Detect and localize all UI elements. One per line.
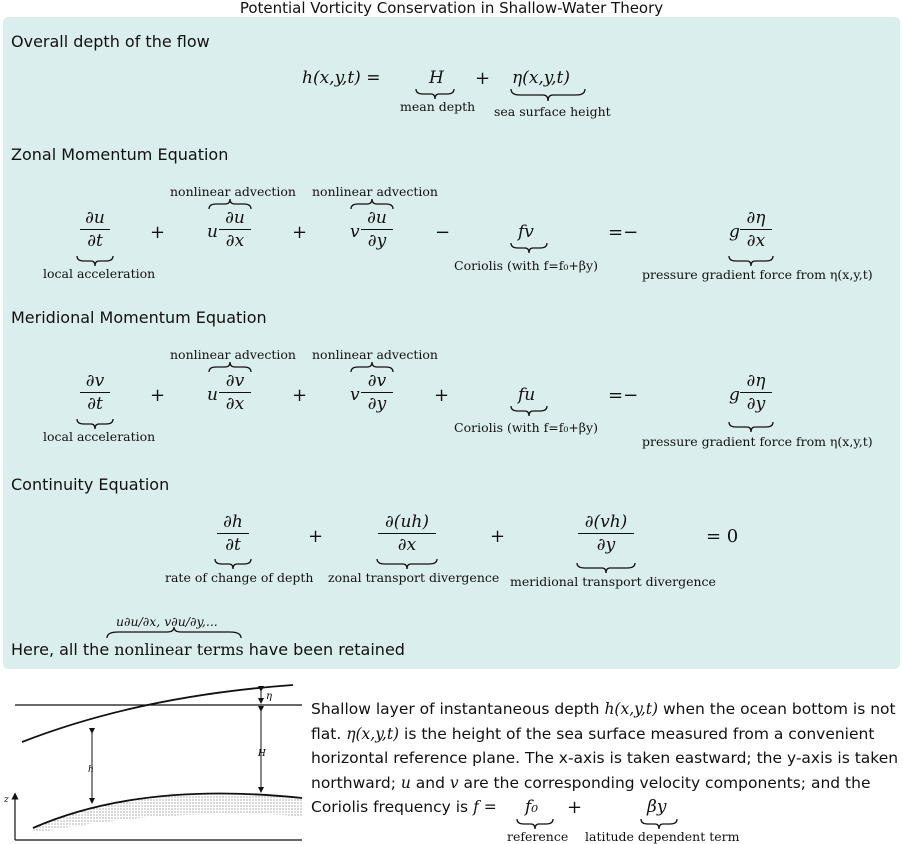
meridional-advection-y-coef: v: [350, 385, 360, 405]
depth-heading: Overall depth of the flow: [11, 32, 210, 51]
meridional-advection-x-label: nonlinear advection: [170, 347, 296, 362]
overbrace-icon: [106, 626, 242, 639]
ocean-bottom-sediment: [33, 793, 302, 833]
zonal-advection-x-label: nonlinear advection: [170, 184, 296, 199]
page-title: Potential Vorticity Conservation in Shal…: [239, 0, 664, 17]
meridional-pressure-coef: g: [729, 385, 740, 405]
underbrace-icon: [76, 255, 114, 267]
continuity-op1: +: [308, 526, 324, 547]
meridional-equals: =−: [608, 385, 639, 406]
underbrace-icon: [576, 562, 636, 574]
meridional-coriolis: fu: [518, 385, 536, 405]
meridional-heading: Meridional Momentum Equation: [11, 308, 267, 327]
meridional-pressure-gradient: ∂η ∂y: [740, 371, 772, 414]
continuity-meridional-transport-label: meridional transport divergence: [510, 574, 716, 589]
meridional-local-acceleration-label: local acceleration: [43, 429, 156, 444]
depth-term-H: H: [429, 68, 444, 88]
underbrace-icon: [728, 421, 774, 433]
ocean-bottom: [32, 792, 303, 829]
underbrace-icon: [415, 88, 455, 100]
depth-term-eta-label: sea surface height: [494, 104, 611, 119]
zonal-local-acceleration: ∂u ∂t: [80, 208, 110, 251]
zonal-advection-x-coef: u: [207, 222, 218, 242]
h-label: h: [88, 765, 94, 775]
underbrace-icon: [376, 558, 438, 570]
overbrace-icon: [208, 361, 252, 373]
caption-term-f0: f₀: [525, 797, 539, 817]
note-text: Here, all the nonlinear terms have been …: [11, 640, 405, 659]
underbrace-icon: [510, 242, 548, 254]
eta-label: η: [266, 691, 272, 702]
z-axis-label: z: [3, 795, 9, 805]
underbrace-icon: [510, 405, 548, 417]
underbrace-icon: [510, 88, 586, 102]
underbrace-icon: [516, 818, 554, 830]
meridional-advection-y: ∂v ∂y: [361, 371, 393, 414]
zonal-local-acceleration-label: local acceleration: [43, 266, 156, 281]
depth-plus: +: [475, 68, 491, 89]
continuity-zonal-transport: ∂(uh) ∂x: [378, 512, 436, 555]
zonal-pressure-label: pressure gradient force from η(x,y,t): [642, 267, 873, 282]
meridional-pressure-label: pressure gradient force from η(x,y,t): [642, 434, 873, 449]
zonal-advection-y: ∂u ∂y: [361, 208, 393, 251]
depth-lhs: h(x,y,t) =: [302, 68, 381, 88]
meridional-advection-x: ∂v ∂x: [219, 371, 251, 414]
underbrace-icon: [76, 418, 114, 430]
caption-term-beta-y-label: latitude dependent term: [585, 829, 740, 844]
meridional-op2: +: [292, 385, 308, 406]
zonal-pressure-coef: g: [729, 222, 740, 242]
zonal-op2: +: [292, 222, 308, 243]
caption-term-beta-y: βy: [647, 797, 667, 817]
zonal-advection-x: ∂u ∂x: [219, 208, 251, 251]
caption-plus: +: [567, 797, 583, 818]
underbrace-icon: [640, 818, 678, 830]
continuity-rhs: = 0: [706, 526, 739, 547]
zonal-op1: +: [150, 222, 166, 243]
zonal-advection-y-coef: v: [350, 222, 360, 242]
shallow-layer-figure: z h H η: [3, 684, 303, 841]
meridional-advection-y-label: nonlinear advection: [312, 347, 438, 362]
overbrace-icon: [350, 361, 394, 373]
nonlinear-terms-over-label: u∂u/∂x, v∂u/∂y,...: [116, 614, 218, 629]
continuity-heading: Continuity Equation: [11, 475, 170, 494]
zonal-equals: =−: [608, 222, 639, 243]
H-label: H: [257, 749, 266, 759]
continuity-meridional-transport: ∂(vh) ∂y: [578, 512, 634, 555]
meridional-op1: +: [150, 385, 166, 406]
figure-caption: Shallow layer of instantaneous depth h(x…: [311, 700, 899, 816]
equations-panel: [3, 17, 900, 669]
depth-term-H-label: mean depth: [400, 99, 476, 114]
overbrace-icon: [208, 198, 252, 210]
continuity-rate-of-change-label: rate of change of depth: [165, 570, 314, 585]
zonal-advection-y-label: nonlinear advection: [312, 184, 438, 199]
continuity-rate-of-change: ∂h ∂t: [217, 512, 249, 555]
meridional-advection-x-coef: u: [207, 385, 218, 405]
depth-term-eta: η(x,y,t): [512, 68, 571, 88]
zonal-op3: −: [435, 222, 451, 243]
zonal-heading: Zonal Momentum Equation: [11, 145, 229, 164]
underbrace-icon: [214, 558, 252, 570]
overbrace-icon: [350, 198, 394, 210]
sea-surface: [21, 684, 294, 743]
continuity-zonal-transport-label: zonal transport divergence: [328, 570, 500, 585]
meridional-coriolis-label: Coriolis (with f=f₀+βy): [454, 420, 598, 435]
caption-term-f0-label: reference: [507, 829, 569, 844]
meridional-local-acceleration: ∂v ∂t: [80, 371, 110, 414]
zonal-pressure-gradient: ∂η ∂x: [740, 208, 772, 251]
underbrace-icon: [728, 255, 774, 267]
zonal-coriolis-label: Coriolis (with f=f₀+βy): [454, 258, 598, 273]
zonal-coriolis: fv: [518, 222, 534, 242]
continuity-op2: +: [490, 526, 506, 547]
meridional-op3: +: [434, 385, 450, 406]
